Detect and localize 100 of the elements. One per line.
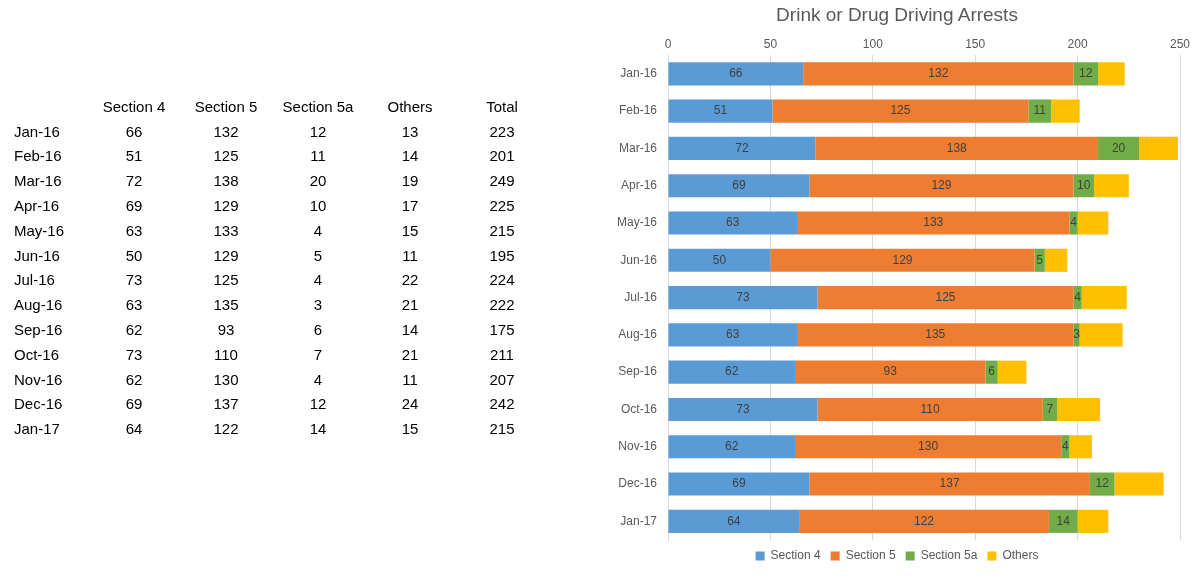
data-label: 3 <box>1073 327 1081 342</box>
data-label: 17 <box>400 196 420 217</box>
data-label: 24 <box>400 394 420 415</box>
bar <box>1077 211 1109 235</box>
data-label: 125 <box>212 270 240 291</box>
data-label: 133 <box>923 215 944 230</box>
data-label: 138 <box>212 171 240 192</box>
y-tick-label: Nov-16 <box>618 439 658 454</box>
category-label: Jul-16 <box>14 270 56 291</box>
bar <box>770 248 1035 272</box>
data-label: 62 <box>725 364 739 379</box>
bar <box>794 435 1062 459</box>
bar <box>1114 472 1164 496</box>
chart-title: Drink or Drug Driving Arrests <box>776 3 1018 25</box>
legend-label: Section 4 <box>770 548 821 563</box>
data-label: 22 <box>400 270 420 291</box>
data-label: 4 <box>312 369 324 390</box>
data-label: 50 <box>712 252 727 267</box>
bar <box>817 286 1074 310</box>
data-label: 14 <box>1056 513 1071 528</box>
text: Section 4 <box>101 96 167 117</box>
data-label: 201 <box>488 146 516 167</box>
data-label: 64 <box>727 513 741 528</box>
legend-label: Section 5 <box>845 548 896 563</box>
bar <box>1069 211 1078 235</box>
data-label: 3 <box>312 295 324 316</box>
data-label: 215 <box>488 220 516 241</box>
data-label: 15 <box>400 220 420 241</box>
bar <box>997 360 1027 384</box>
bar <box>1093 174 1129 198</box>
x-tick-label: 150 <box>965 37 986 52</box>
data-label: 4 <box>1070 215 1078 230</box>
data-label: 135 <box>925 327 946 342</box>
bar <box>1081 286 1127 310</box>
data-label: 130 <box>212 369 240 390</box>
category-label: Feb-16 <box>14 146 63 167</box>
data-label: 20 <box>308 171 328 192</box>
data-label: 63 <box>726 215 740 230</box>
x-tick-label: 0 <box>664 37 672 52</box>
data-label: 6 <box>988 364 996 379</box>
text: Others <box>386 96 434 117</box>
bar <box>1028 99 1051 123</box>
data-label: 19 <box>400 171 420 192</box>
category-label: Dec-16 <box>14 394 64 415</box>
y-tick-label: Feb-16 <box>618 103 658 118</box>
data-label: 5 <box>1036 252 1044 267</box>
category-label: Jan-16 <box>14 121 61 142</box>
data-label: 4 <box>1074 289 1082 304</box>
data-label: 215 <box>488 419 516 440</box>
y-tick-label: Jan-16 <box>620 66 658 81</box>
data-label: 129 <box>931 178 952 193</box>
data-label: 63 <box>124 295 144 316</box>
data-label: 175 <box>488 320 516 341</box>
bar <box>668 472 810 496</box>
bar <box>668 211 798 235</box>
y-tick-label: Apr-16 <box>620 178 658 193</box>
legend-label: Others <box>1002 548 1039 563</box>
y-tick-label: Jan-17 <box>620 513 658 528</box>
bar <box>668 509 800 533</box>
data-label: 62 <box>725 439 739 454</box>
bar <box>817 397 1043 422</box>
category-label: May-16 <box>14 220 66 241</box>
data-label: 7 <box>1046 401 1054 416</box>
data-label: 62 <box>124 320 144 341</box>
data-label: 66 <box>729 66 743 81</box>
category-label: Mar-16 <box>14 171 63 192</box>
bar <box>668 248 771 272</box>
bar <box>1098 62 1125 86</box>
data-label: 62 <box>124 369 144 390</box>
bar <box>797 323 1074 347</box>
data-label: 4 <box>312 270 324 291</box>
data-label: 138 <box>946 140 968 155</box>
bar <box>1042 397 1058 422</box>
bar <box>772 99 1029 123</box>
bar <box>1057 397 1101 422</box>
y-tick-label: Mar-16 <box>619 140 658 155</box>
data-label: 125 <box>212 146 240 167</box>
data-label: 69 <box>732 476 746 491</box>
data-label: 129 <box>212 245 240 266</box>
bar <box>1077 509 1109 533</box>
data-label: 21 <box>400 344 420 365</box>
data-label: 73 <box>124 270 144 291</box>
data-label: 72 <box>735 140 749 155</box>
data-label: 195 <box>488 245 516 266</box>
bar <box>1098 136 1140 160</box>
y-tick-label: Jul-16 <box>624 289 658 304</box>
data-label: 20 <box>1111 140 1126 155</box>
category-label: Aug-16 <box>14 295 64 316</box>
data-label: 110 <box>213 344 239 365</box>
data-label: 223 <box>488 121 516 142</box>
data-label: 242 <box>488 394 516 415</box>
category-label: Jan-17 <box>14 419 61 440</box>
bar <box>668 286 818 310</box>
bar <box>668 360 795 384</box>
bar <box>1069 435 1092 459</box>
data-label: 93 <box>883 364 898 379</box>
data-label: 73 <box>736 289 751 304</box>
data-label: 122 <box>913 513 935 528</box>
data-label: 224 <box>488 270 516 291</box>
data-label: 11 <box>309 146 327 167</box>
